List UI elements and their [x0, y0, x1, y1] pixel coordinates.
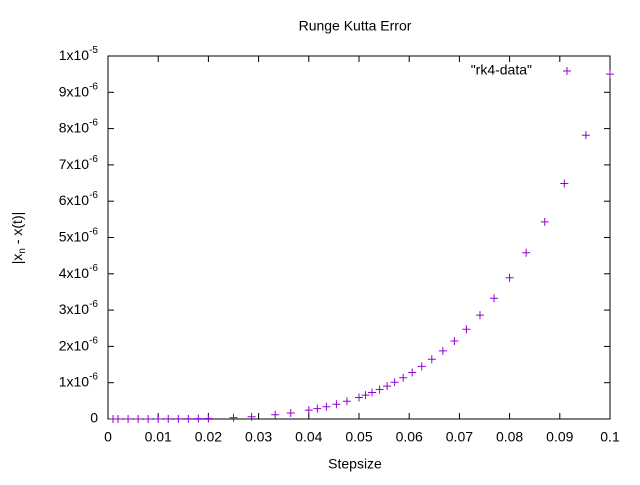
data-point: [417, 362, 426, 371]
y-tick-exponent: -6: [89, 117, 98, 128]
data-point: [342, 397, 351, 406]
data-point: [462, 325, 471, 334]
data-point: [606, 70, 614, 79]
data-point: [450, 336, 459, 345]
y-tick-label: 0: [90, 410, 98, 426]
y-label-subscript: n: [17, 248, 28, 254]
data-point: [368, 388, 377, 397]
data-point: [174, 414, 183, 423]
data-point: [164, 414, 173, 423]
data-point: [475, 311, 484, 320]
data-point: [229, 413, 238, 422]
data-point: [361, 391, 370, 400]
data-point: [581, 131, 590, 140]
y-tick-label: 8x10-6: [59, 117, 99, 135]
y-tick-mantissa: 5x10: [59, 228, 90, 244]
data-point: [322, 402, 331, 411]
data-point: [304, 406, 313, 415]
x-tick-label: 0.05: [345, 429, 372, 445]
y-axis-label: |xn - x(t)|: [9, 212, 28, 265]
y-tick-exponent: -6: [89, 335, 98, 346]
data-point: [355, 393, 363, 402]
data-point: [144, 414, 153, 423]
data-point: [383, 382, 392, 391]
data-point: [194, 414, 203, 423]
data-point: [286, 408, 295, 417]
x-tick-label: 0.04: [295, 429, 322, 445]
y-tick-mantissa: 8x10: [59, 119, 90, 135]
data-point: [184, 414, 193, 423]
data-point: [505, 273, 514, 282]
y-tick-label: 1x10-5: [59, 45, 99, 63]
data-point: [490, 294, 499, 303]
data-point: [109, 415, 118, 423]
y-tick-mantissa: 6x10: [59, 192, 90, 208]
data-point: [247, 412, 256, 421]
y-tick-exponent: -6: [89, 262, 98, 273]
data-point: [408, 368, 417, 377]
x-tick-label: 0: [104, 429, 112, 445]
data-point: [124, 414, 133, 423]
y-tick-label: 2x10-6: [59, 335, 99, 353]
y-tick-mantissa: 1x10: [59, 47, 90, 63]
y-tick-label: 6x10-6: [59, 190, 99, 208]
data-point: [134, 414, 143, 423]
y-tick-label: 4x10-6: [59, 262, 99, 280]
chart-title: Runge Kutta Error: [299, 18, 412, 34]
data-point: [560, 179, 569, 188]
plot-border: [107, 55, 611, 420]
y-tick-mantissa: 7x10: [59, 156, 90, 172]
y-tick-exponent: -6: [89, 154, 98, 165]
y-tick-exponent: -6: [89, 226, 98, 237]
y-tick-mantissa: 9x10: [59, 83, 90, 99]
data-point: [375, 385, 384, 394]
x-tick-label: 0.06: [396, 429, 423, 445]
y-tick-mantissa: 2x10: [59, 337, 90, 353]
x-tick-label: 0.01: [145, 429, 172, 445]
data-point: [438, 346, 447, 355]
data-point: [540, 217, 549, 226]
x-tick-label: 0.08: [496, 429, 523, 445]
legend-label: "rk4-data": [471, 62, 532, 78]
data-point: [390, 378, 399, 387]
x-tick-label: 0.03: [245, 429, 272, 445]
data-point: [427, 355, 436, 364]
data-point: [399, 373, 408, 382]
y-tick-label: 1x10-6: [59, 371, 99, 389]
y-tick-exponent: -6: [89, 190, 98, 201]
y-label-text: |x: [9, 254, 25, 265]
x-axis-label: Stepsize: [328, 456, 382, 472]
y-tick-mantissa: 3x10: [59, 301, 90, 317]
y-tick-exponent: -6: [89, 81, 98, 92]
x-tick-label: 0.02: [195, 429, 222, 445]
y-tick-mantissa: 1x10: [59, 373, 90, 389]
y-label-suffix: - x(t)|: [9, 212, 25, 248]
data-point: [271, 410, 280, 419]
y-tick-label: 3x10-6: [59, 299, 99, 317]
y-tick-mantissa: 4x10: [59, 265, 90, 281]
x-tick-label: 0.1: [600, 429, 620, 445]
legend-marker: [563, 67, 571, 75]
data-point: [522, 248, 531, 257]
data-point: [204, 414, 213, 423]
y-tick-exponent: -5: [89, 45, 98, 56]
x-tick-label: 0.09: [546, 429, 573, 445]
y-tick-label: 5x10-6: [59, 226, 99, 244]
y-tick-label: 7x10-6: [59, 154, 99, 172]
data-point: [154, 414, 163, 423]
y-tick-exponent: -6: [89, 371, 98, 382]
y-tick-exponent: -6: [89, 299, 98, 310]
x-tick-label: 0.07: [446, 429, 473, 445]
data-point: [313, 404, 322, 413]
y-tick-label: 9x10-6: [59, 81, 99, 99]
data-point: [332, 400, 341, 409]
